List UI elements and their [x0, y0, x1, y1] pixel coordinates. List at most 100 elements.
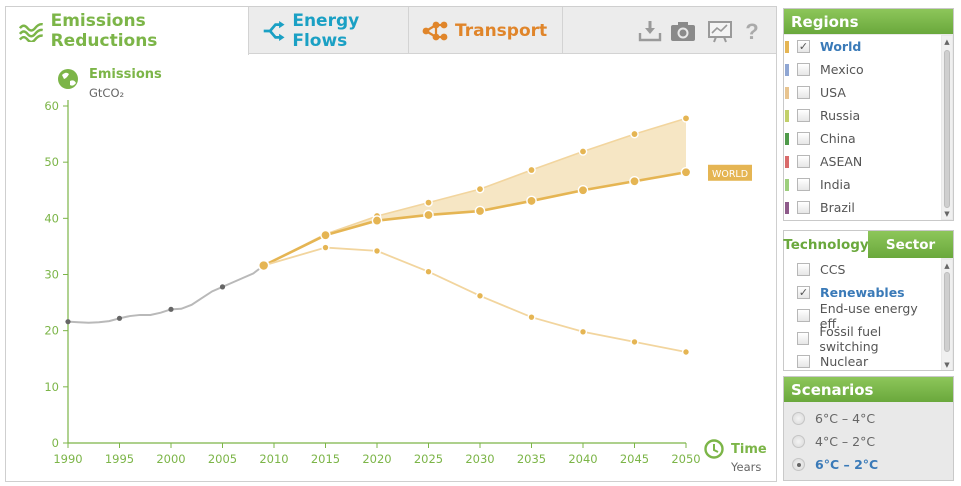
scenario-point [578, 327, 588, 336]
regions-scrollbar[interactable]: ▲ ▼ [942, 36, 952, 219]
scenario-option[interactable]: 6°C – 4°C [784, 407, 953, 430]
region-item[interactable]: India [784, 173, 941, 196]
world-label-bg [708, 164, 752, 181]
scenario-option[interactable]: 6°C – 2°C [784, 453, 953, 476]
tab-emissions-reductions[interactable]: Emissions Reductions [6, 7, 249, 55]
x-tick-label: 2015 [311, 452, 340, 466]
historical-line [67, 264, 265, 324]
technology-scrollbar[interactable]: ▲ ▼ [942, 260, 952, 370]
tab-sector[interactable]: Sector [868, 231, 953, 258]
technology-label: Renewables [820, 285, 905, 300]
clock-face [704, 439, 724, 459]
scenario-radio[interactable] [792, 458, 805, 471]
technology-checkbox[interactable] [797, 263, 810, 276]
x-tick-label: 2005 [208, 452, 237, 466]
scenario-point [526, 195, 537, 207]
help-icon[interactable]: ? [739, 19, 765, 43]
region-color-swatch [785, 86, 789, 99]
camera-icon[interactable] [670, 19, 696, 43]
technology-item[interactable]: Nuclear [784, 350, 941, 370]
region-color-swatch [785, 178, 789, 191]
region-checkbox[interactable] [797, 132, 810, 145]
x-axis-unit: Years [730, 460, 761, 474]
scenario-point [629, 175, 640, 187]
historical-point [168, 306, 174, 312]
clock-icon [704, 439, 724, 459]
region-item[interactable]: ✓ World [784, 35, 941, 58]
technology-checkbox[interactable] [796, 309, 810, 322]
x-tick-label: 2010 [259, 452, 288, 466]
region-item[interactable]: Brazil [784, 196, 941, 219]
x-tick-label: 2050 [671, 452, 700, 466]
embed-icon[interactable] [707, 19, 733, 43]
region-checkbox[interactable] [797, 201, 810, 214]
historical-point [219, 284, 226, 290]
main-panel: Emissions Reductions Energy Flows Transp… [5, 6, 777, 482]
scenario-radio[interactable] [792, 412, 805, 425]
scenarios-list: 6°C – 4°C 4°C – 2°C 6°C – 2°C [784, 402, 953, 476]
scroll-up-icon[interactable]: ▲ [944, 38, 950, 46]
scenario-point [578, 147, 588, 156]
technology-checkbox[interactable]: ✓ [797, 286, 810, 299]
y-tick-label: 50 [44, 155, 59, 169]
technology-checkbox[interactable] [797, 355, 810, 368]
historical-point [116, 315, 123, 321]
region-item[interactable]: China [784, 127, 941, 150]
technology-scroll-thumb[interactable] [944, 272, 950, 352]
scenario-radio[interactable] [792, 435, 805, 448]
scenario-point [371, 215, 383, 226]
region-item[interactable]: ASEAN [784, 150, 941, 173]
tab-bar: Emissions Reductions Energy Flows Transp… [6, 7, 776, 55]
download-icon[interactable] [637, 19, 663, 43]
scroll-up-icon[interactable]: ▲ [944, 262, 950, 270]
scenario-label: 4°C – 2°C [815, 434, 876, 449]
scenario-option[interactable]: 4°C – 2°C [784, 430, 953, 453]
technology-panel: Technology Sector CCS ✓ Renewables End-use … [783, 230, 954, 371]
scenario-point [681, 114, 691, 123]
technology-item[interactable]: Fossil fuel switching [784, 324, 941, 354]
scroll-down-icon[interactable]: ▼ [944, 210, 950, 218]
scenario-point [475, 291, 485, 300]
region-checkbox[interactable] [797, 63, 810, 76]
region-label: USA [820, 85, 846, 100]
region-checkbox[interactable] [797, 109, 810, 122]
y-tick-label: 20 [44, 324, 59, 338]
technology-item[interactable]: CCS [784, 258, 941, 281]
tab-transport[interactable]: Transport [409, 7, 563, 54]
y-axis-unit: GtCO₂ [89, 86, 124, 100]
scenario-point [527, 313, 536, 322]
historical-point [65, 319, 71, 325]
technology-label: End-use energy eff. [819, 300, 918, 331]
scenarios-panel: Scenarios 6°C – 4°C 4°C – 2°C 6°C – 2°C [783, 376, 954, 481]
region-color-swatch [785, 40, 789, 53]
y-tick-label: 10 [44, 380, 59, 394]
region-item[interactable]: Russia [784, 104, 941, 127]
region-checkbox[interactable]: ✓ [797, 40, 810, 53]
technology-checkbox[interactable] [796, 332, 810, 345]
region-label: World [820, 39, 862, 54]
region-item[interactable]: Mexico [784, 58, 941, 81]
region-checkbox[interactable] [797, 155, 810, 168]
world-label: WORLD [712, 169, 748, 180]
tab-technology[interactable]: Technology [783, 231, 869, 258]
y-tick-label: 0 [52, 436, 59, 450]
energy-flows-icon [263, 20, 285, 41]
y-tick-label: 30 [44, 268, 59, 282]
regions-scroll-thumb[interactable] [944, 50, 950, 208]
region-checkbox[interactable] [797, 178, 810, 191]
scenario-start-point [257, 259, 270, 272]
scenario-point [681, 347, 691, 357]
scroll-down-icon[interactable]: ▼ [944, 361, 950, 369]
chart-title: Emissions [89, 67, 162, 82]
tab-energy-flows[interactable]: Energy Flows [249, 7, 409, 54]
scenario-point [630, 337, 639, 347]
region-item[interactable]: USA [784, 81, 941, 104]
scenario-point [423, 209, 434, 221]
region-checkbox[interactable] [797, 86, 810, 99]
y-tick-label: 60 [44, 99, 59, 113]
region-label: ASEAN [820, 154, 863, 169]
regions-panel: Regions ✓ World Mexico USA Russia China ASEAN I… [783, 8, 954, 221]
technology-item[interactable]: ✓ Renewables [784, 281, 941, 304]
technology-item[interactable]: End-use energy eff. [784, 301, 941, 331]
